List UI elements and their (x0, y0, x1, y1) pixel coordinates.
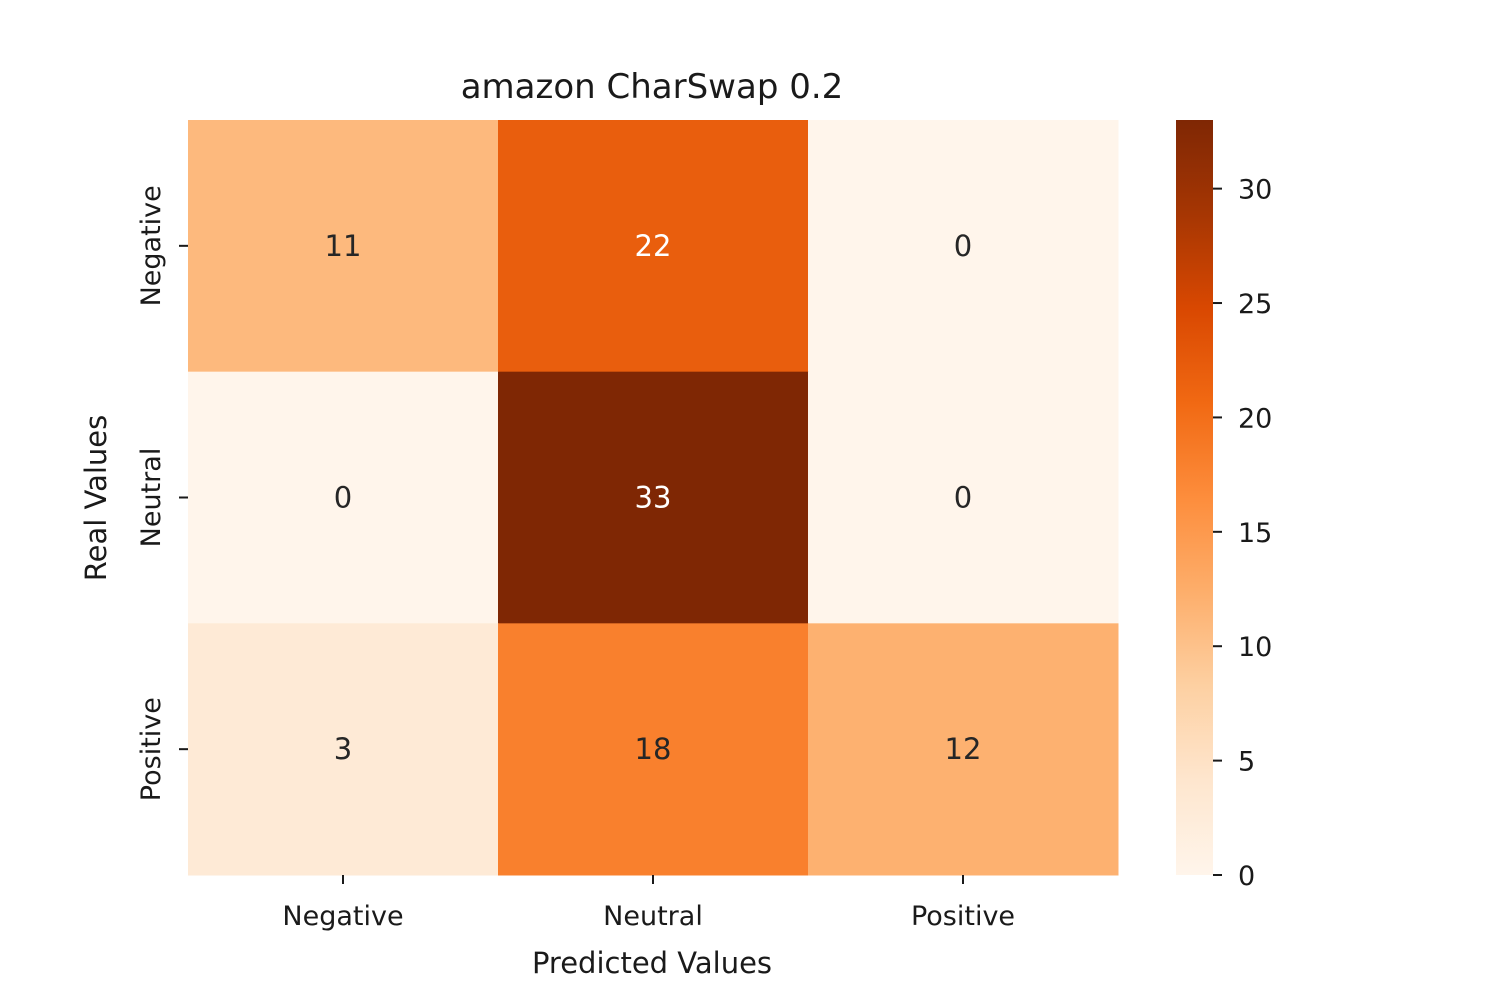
cell-value-label: 3 (334, 732, 352, 766)
heatmap-cell (808, 371, 1119, 624)
colorbar-tick-label: 25 (1238, 289, 1272, 320)
cell-value-label: 12 (945, 732, 982, 766)
x-axis-label: Predicted Values (532, 946, 772, 980)
cell-value-label: 22 (635, 229, 672, 263)
colorbar-tick-label: 20 (1238, 403, 1272, 434)
x-tick-label: Negative (282, 901, 403, 932)
x-tick-label: Neutral (603, 901, 703, 932)
heatmap-cell (188, 623, 499, 876)
colorbar-tick-label: 0 (1238, 861, 1255, 892)
heatmap-cell (808, 120, 1119, 373)
heatmap-cell (498, 623, 809, 876)
colorbar-tick-label: 10 (1238, 632, 1272, 663)
cell-value-label: 0 (954, 481, 972, 515)
heatmap-cell (498, 120, 809, 373)
heatmap-cell (808, 623, 1119, 876)
heatmap-cell (188, 120, 499, 373)
cell-value-label: 18 (635, 732, 672, 766)
y-axis-label: Real Values (79, 415, 113, 581)
y-axis: Negative Neutral Positive (136, 185, 188, 801)
colorbar-tick-label: 30 (1238, 175, 1272, 206)
colorbar-tick-label: 5 (1238, 747, 1255, 778)
cell-value-label: 11 (325, 229, 362, 263)
cell-value-label: 0 (954, 229, 972, 263)
y-tick-label: Negative (136, 185, 167, 306)
x-axis: Negative Neutral Positive (282, 875, 1015, 932)
colorbar (1176, 120, 1213, 875)
heatmap-cell (498, 371, 809, 624)
x-tick-label: Positive (911, 901, 1015, 932)
chart-title: amazon CharSwap 0.2 (461, 67, 844, 107)
colorbar-ticks: 0 5 10 15 20 25 30 (1213, 175, 1272, 892)
colorbar-tick-label: 15 (1238, 518, 1272, 549)
cell-value-label: 33 (635, 481, 672, 515)
heatmap-cell-labels: 11 22 0 0 33 0 3 18 12 (325, 229, 982, 766)
heatmap-cells (188, 120, 1119, 876)
heatmap-cell (188, 371, 499, 624)
y-tick-label: Positive (136, 697, 167, 801)
y-tick-label: Neutral (136, 448, 167, 548)
cell-value-label: 0 (334, 481, 352, 515)
